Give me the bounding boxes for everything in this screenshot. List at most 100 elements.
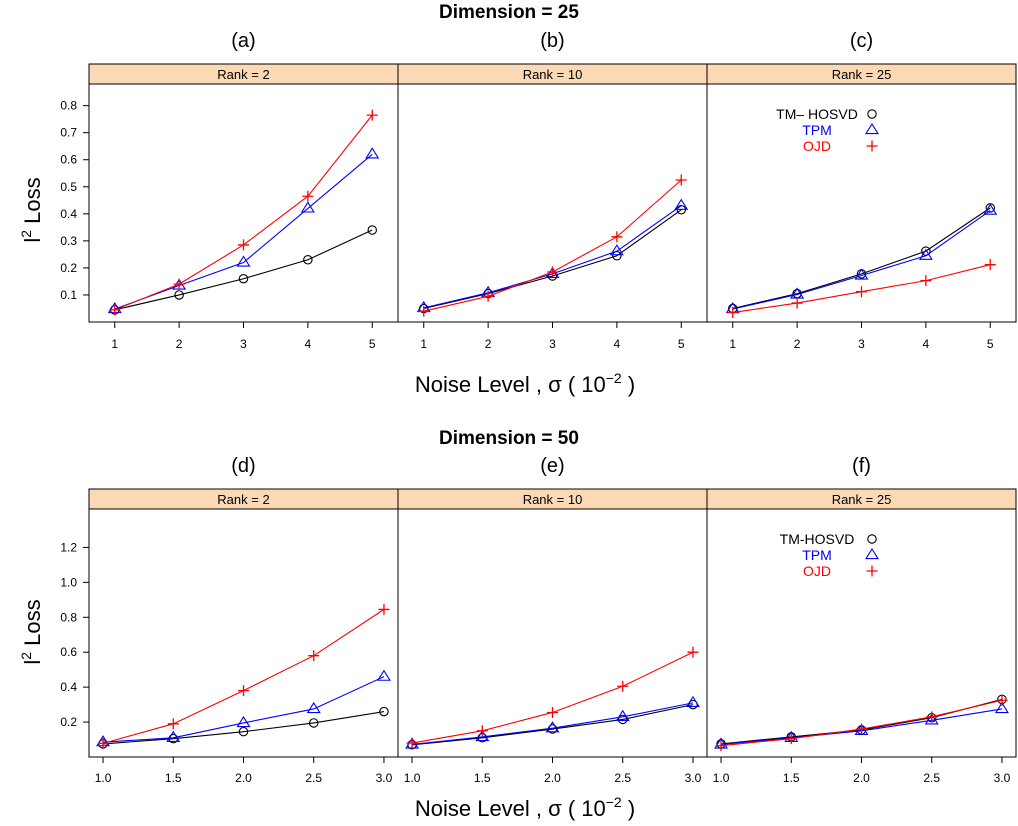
data-point [97,737,109,749]
y-tick-label: 0.2 [60,261,77,275]
group-title: Dimension = 25 [439,2,579,23]
data-point [617,714,628,725]
series-line-triangle [423,205,682,309]
data-point [166,730,181,742]
y-tick-label: 0.8 [60,610,77,624]
x-axis-label-exp: −2 [606,370,622,386]
x-tick-label: 1.5 [474,771,491,785]
series-line-triangle [411,702,694,745]
y-axis-label: l2 Loss [18,599,45,664]
strip-label: Rank = 2 [217,67,269,82]
legend-label: TPM [802,547,832,563]
series-line-plus [720,699,1003,747]
legend-label: TM-HOSVD [780,531,855,547]
legend-label: TPM [802,122,832,138]
x-tick-label: 2.5 [305,771,322,785]
y-tick-label: 1.2 [60,540,77,554]
x-axis-label-main: Noise Level , σ ( 10 [415,796,606,821]
data-point [238,726,249,737]
x-axis-label-close: ) [622,796,635,821]
data-point [791,297,803,309]
series-line-circle [732,207,991,310]
x-tick-label: 1.0 [404,771,421,785]
strip-label: Rank = 10 [523,67,583,82]
legend-marker [867,534,877,544]
data-point [687,646,699,658]
panel-a: (a) Rank = 2 1 2 3 4 5 [88,30,399,351]
data-point [685,695,700,708]
x-tick-label: 2.0 [235,771,252,785]
plot-frame [88,508,399,758]
x-tick-label: 1.0 [95,771,112,785]
x-tick-label: 3 [240,337,247,351]
data-point [918,248,933,260]
data-point [367,225,377,235]
panel-letter: (c) [850,30,873,52]
strip-label: Rank = 2 [217,492,269,507]
x-tick-label: 5 [369,337,376,351]
data-point [854,268,869,280]
panel-f: (f) Rank = 25 1.0 1.5 2.0 2.5 3.0 TM-HOSVDTPMOJ… [706,455,1017,785]
data-point [376,669,391,681]
data-point [727,307,739,319]
data-point [617,680,629,692]
x-tick-label: 5 [678,337,685,351]
x-tick-label: 3.0 [994,771,1011,785]
legend-marker [867,109,877,119]
panel-letter: (b) [540,30,564,52]
panel-letter: (a) [231,30,255,52]
data-point [365,147,380,159]
x-tick-label: 1.5 [165,771,182,785]
x-tick-label: 2 [176,337,183,351]
series-line-circle [103,711,385,745]
data-point [308,718,319,728]
panel-b: (b) Rank = 10 1 2 3 4 5 [397,30,708,351]
x-tick-label: 3 [549,337,556,351]
data-point [174,290,184,300]
y-axis-label-exp: 2 [18,230,34,238]
data-point [926,711,938,723]
y-tick-label: 0.5 [60,180,77,194]
series-line-plus [423,179,682,312]
strip-label: Rank = 10 [523,492,583,507]
legend-marker [866,565,878,577]
y-tick-label: 1.0 [60,575,77,589]
data-point [545,721,560,733]
legend-marker [865,547,879,560]
data-point [547,706,558,718]
panel-letter: (f) [852,455,871,477]
data-point [476,725,488,737]
data-point [609,244,624,256]
legend-label: OJD [803,138,831,154]
x-tick-label: 3 [858,337,865,351]
chart-group-2: Dimension = 50 (d) Rank = 2 1.0 1.5 2.0 2.5 3.0… [18,428,1017,821]
plot-frame [397,83,708,323]
x-axis-label-main: Noise Level , σ ( 10 [415,372,606,397]
series-line-circle [114,229,373,311]
panel-e: (e) Rank = 10 1.0 1.5 2.0 2.5 3.0 [397,455,708,785]
x-tick-label: 2 [485,337,492,351]
data-point [924,713,939,725]
data-point [236,715,251,728]
data-point [482,290,494,302]
series-line-triangle [732,210,991,310]
y-tick-label: 0.6 [60,153,77,167]
data-point [300,201,315,213]
data-point [173,278,185,290]
data-point [303,255,313,265]
data-point [238,685,249,697]
x-tick-label: 2 [794,337,801,351]
x-tick-label: 2.0 [853,771,870,785]
series-line-circle [411,704,694,746]
data-point [379,706,389,717]
x-axis-label: Noise Level , σ ( 10−2 ) [415,370,635,397]
legend-label: TM– HOSVD [776,106,858,122]
data-point [785,733,797,745]
data-point [856,723,867,735]
x-tick-label: 2.5 [614,771,631,785]
x-tick-label: 1 [111,337,118,351]
x-tick-label: 1 [420,337,427,351]
